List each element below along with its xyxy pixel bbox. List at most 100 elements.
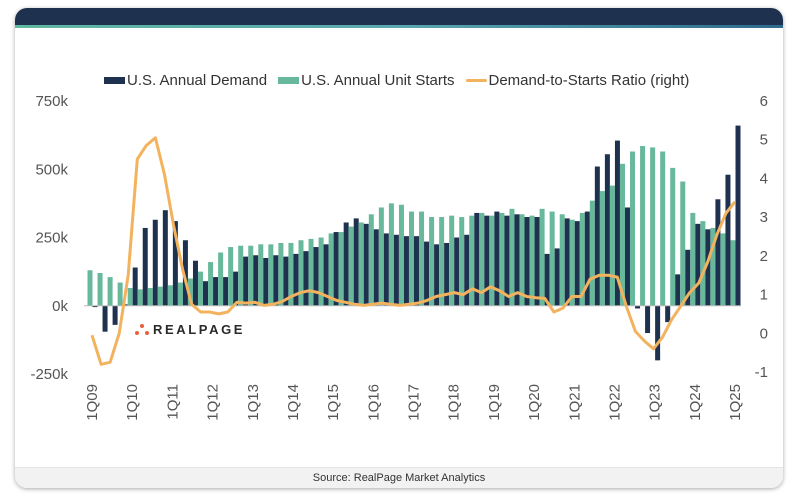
demand-bar xyxy=(604,154,610,306)
bars-group xyxy=(87,125,741,361)
header-bar xyxy=(15,8,783,25)
starts-bar xyxy=(429,217,435,306)
ratio-line xyxy=(90,136,737,366)
starts-bar xyxy=(539,208,545,306)
starts-bar xyxy=(489,215,495,306)
demand-bar xyxy=(253,255,259,306)
demand-bar xyxy=(444,242,450,306)
starts-bar xyxy=(348,226,354,306)
starts-bar xyxy=(619,163,625,306)
starts-bar xyxy=(549,211,555,306)
demand-bar xyxy=(484,215,490,306)
legend-swatch-starts xyxy=(278,77,300,84)
demand-bar xyxy=(353,218,359,306)
starts-bar xyxy=(398,204,404,306)
legend-item-demand: U.S. Annual Demand xyxy=(104,72,267,89)
x-tick-label: 1Q11 xyxy=(164,384,181,420)
demand-bar xyxy=(273,255,279,306)
starts-bar xyxy=(579,212,585,306)
x-tick-label: 1Q14 xyxy=(285,384,302,421)
demand-bar xyxy=(112,305,118,325)
starts-bar xyxy=(509,208,515,306)
starts-bar xyxy=(167,285,173,306)
starts-bar xyxy=(248,245,254,306)
demand-bar xyxy=(323,244,329,306)
starts-bar xyxy=(198,271,204,306)
starts-bar xyxy=(690,212,696,306)
starts-bar xyxy=(298,240,304,306)
demand-bar xyxy=(665,305,671,323)
demand-bar xyxy=(534,217,540,306)
starts-bar xyxy=(137,289,143,306)
demand-bar xyxy=(102,305,108,332)
starts-bar xyxy=(318,237,324,306)
starts-bar xyxy=(187,278,193,306)
starts-bar xyxy=(268,244,274,306)
demand-bar xyxy=(675,274,681,306)
demand-bar xyxy=(655,305,661,361)
demand-bar xyxy=(524,217,530,306)
demand-bar xyxy=(695,223,701,306)
starts-bar xyxy=(559,214,565,306)
starts-bar xyxy=(710,227,716,306)
x-tick-label: 1Q16 xyxy=(365,384,382,421)
starts-bar xyxy=(97,272,103,306)
x-tick-label: 1Q12 xyxy=(205,384,222,421)
starts-bar xyxy=(419,211,425,306)
starts-bar xyxy=(469,215,475,306)
right-tick-label: 4 xyxy=(760,170,768,187)
right-tick-label: 1 xyxy=(760,287,768,304)
legend-label-starts: U.S. Annual Unit Starts xyxy=(301,72,455,89)
demand-bar xyxy=(635,305,641,309)
demand-bar xyxy=(403,236,409,306)
x-tick-label: 1Q24 xyxy=(687,384,704,421)
legend-item-starts: U.S. Annual Unit Starts xyxy=(278,72,455,89)
demand-bar xyxy=(574,221,580,306)
starts-bar xyxy=(388,203,394,306)
legend-label-ratio: Demand-to-Starts Ratio (right) xyxy=(488,72,690,89)
starts-bar xyxy=(107,277,113,306)
logo-text: REALPAGE xyxy=(153,322,246,337)
demand-bar xyxy=(504,215,510,306)
demand-bar xyxy=(333,232,339,306)
demand-bar xyxy=(373,229,379,306)
x-tick-label: 1Q15 xyxy=(325,384,342,421)
starts-bar xyxy=(680,181,686,306)
starts-bar xyxy=(529,215,535,306)
source-text: Source: RealPage Market Analytics xyxy=(312,472,486,484)
x-tick-label: 1Q18 xyxy=(446,384,463,421)
demand-bar xyxy=(182,240,188,306)
demand-bar xyxy=(645,305,651,334)
starts-bar xyxy=(720,233,726,306)
starts-bar xyxy=(127,288,133,306)
legend-swatch-demand xyxy=(104,77,125,84)
legend-item-ratio: Demand-to-Starts Ratio (right) xyxy=(465,72,690,89)
legend-swatch-ratio xyxy=(465,79,487,82)
starts-bar xyxy=(439,217,445,306)
starts-bar xyxy=(278,242,284,306)
left-axis: 750k 500k 250k 0k -250k xyxy=(30,93,68,383)
x-tick-label: 1Q10 xyxy=(124,384,141,421)
demand-bar xyxy=(283,256,289,306)
demand-bar xyxy=(213,277,219,306)
left-tick-label: 750k xyxy=(35,93,68,110)
x-tick-label: 1Q09 xyxy=(84,384,101,421)
realpage-dots-icon xyxy=(135,323,149,336)
demand-bar xyxy=(554,248,560,306)
realpage-logo: REALPAGE xyxy=(135,322,245,337)
header-accent-stripe xyxy=(15,25,783,28)
starts-bar xyxy=(609,185,615,306)
starts-bar xyxy=(338,232,344,306)
demand-bar xyxy=(434,244,440,306)
starts-bar xyxy=(660,151,666,306)
right-tick-label: 5 xyxy=(760,132,768,149)
starts-bar xyxy=(449,215,455,306)
demand-bar xyxy=(474,212,480,306)
x-tick-label: 1Q25 xyxy=(727,384,744,421)
demand-bar xyxy=(343,222,349,306)
source-footer: Source: RealPage Market Analytics xyxy=(15,467,783,488)
right-tick-label: 0 xyxy=(760,325,768,342)
right-tick-label: 2 xyxy=(760,248,768,265)
demand-bar xyxy=(624,207,630,306)
x-tick-label: 1Q13 xyxy=(245,384,262,421)
